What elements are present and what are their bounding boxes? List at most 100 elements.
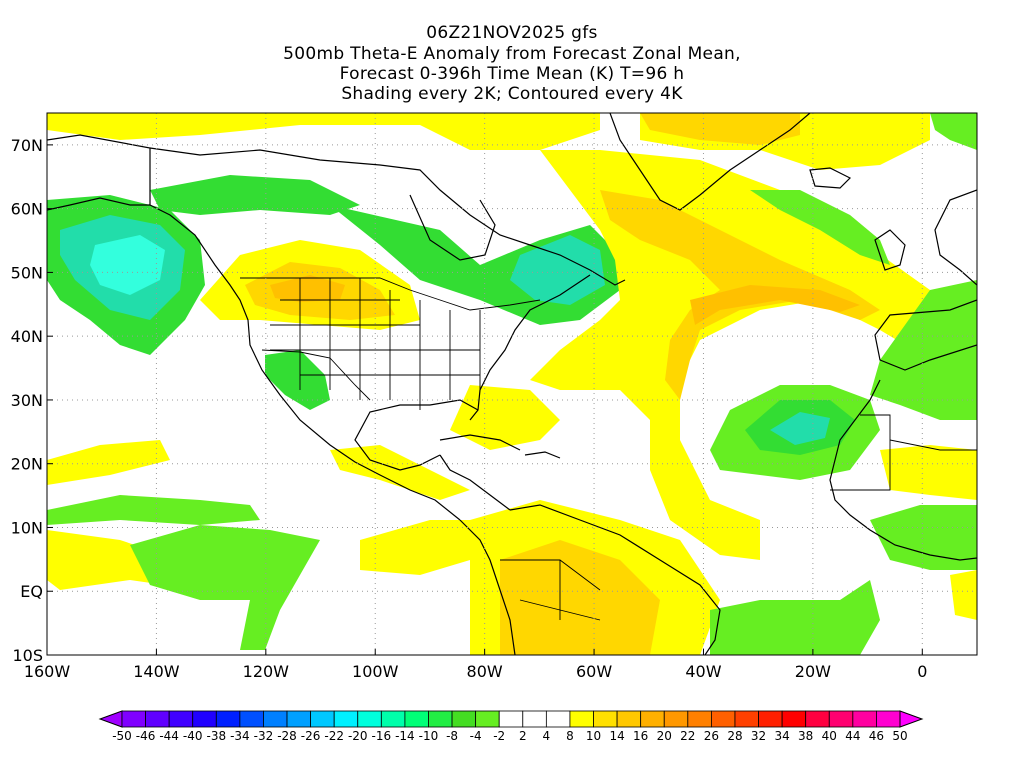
lon-tick-label: 100W (352, 662, 399, 681)
anomaly-shading (47, 113, 977, 655)
colorbar-swatch (121, 710, 146, 728)
colorbar-swatch (876, 710, 901, 728)
shade-pacific-yellow-west (360, 520, 470, 575)
shade-arctic-gold (640, 113, 800, 145)
shade-pacific-green-south (130, 525, 320, 650)
colorbar-swatch (758, 710, 783, 728)
colorbar-swatch (428, 710, 453, 728)
coast-iberia (874, 299, 977, 371)
shade-europe-green (930, 113, 977, 150)
coast-europe (934, 189, 977, 286)
shade-atlantic-yellow (530, 150, 930, 560)
coast-arctic-canada (149, 147, 626, 286)
colorbar-label: -46 (136, 729, 156, 743)
border-us-states-2 (270, 349, 480, 376)
lat-tick-label: 70N (11, 136, 43, 155)
colorbar-swatch (828, 710, 854, 728)
lon-tick-label: 40W (685, 662, 721, 681)
colorbar: -50 -46 -44 -40 -38 -34 -32 -28 -26 -22 -20 -16 -14-… (98, 710, 924, 743)
colorbar-swatch (687, 710, 712, 728)
colorbar-label: -20 (348, 729, 368, 743)
lon-tick-label: 160W (24, 662, 71, 681)
title-line-3: Forecast 0-396h Time Mean (K) T=96 h (339, 64, 685, 84)
shade-canada-teal (510, 235, 605, 305)
latitude-axis: 70N 60N 50N 40N 30N 20N 10N EQ 10S (11, 136, 53, 665)
colorbar-swatch (215, 710, 241, 728)
shade-caribbean-yellow (330, 445, 470, 500)
border-samerica (500, 559, 601, 621)
lon-tick-label: 80W (467, 662, 503, 681)
colorbar-label: 38 (798, 729, 813, 743)
shade-canada-green-west (150, 175, 360, 215)
shade-arctic-yellow (47, 113, 600, 150)
colorbar-label: -14 (395, 729, 415, 743)
colorbar-swatch (168, 710, 194, 728)
political-borders (149, 148, 977, 621)
colorbar-label: 46 (869, 729, 884, 743)
colorbar-swatch (192, 710, 217, 728)
coast-alaska-south (47, 197, 150, 211)
colorbar-swatch (451, 710, 477, 728)
colorbar-label: 20 (657, 729, 672, 743)
shade-greenland-green (750, 190, 890, 265)
shade-iberia-green (870, 280, 977, 420)
colorbar-swatch (286, 710, 312, 728)
coast-us-east (469, 274, 591, 421)
shade-africa-yellow (880, 445, 977, 500)
colorbar-swatch (522, 710, 547, 728)
colorbar-swatch (404, 710, 429, 728)
colorbar-swatch (710, 710, 736, 728)
plot-frame (46, 112, 978, 656)
coast-gulf (354, 399, 479, 471)
border-africa-1 (830, 414, 977, 491)
colorbar-label: -8 (446, 729, 458, 743)
lon-tick-label: 60W (576, 662, 612, 681)
colorbar-label: 34 (774, 729, 789, 743)
colorbar-swatch (380, 710, 406, 728)
colorbar-swatch (616, 710, 642, 728)
shade-samerica-gold (500, 540, 660, 655)
title-line-4: Shading every 2K; Contoured every 4K (341, 84, 683, 104)
colorbar-swatch (805, 710, 830, 728)
colorbar-label: -28 (277, 729, 297, 743)
coast-iceland (809, 167, 852, 189)
colorbar-swatch (310, 710, 335, 728)
colorbar-swatch (663, 710, 689, 728)
coast-greenland (609, 113, 811, 211)
shade-subtrop-cyan (770, 412, 830, 445)
lon-tick-label: 120W (243, 662, 290, 681)
colorbar-label: -26 (301, 729, 321, 743)
coast-cuba (439, 434, 521, 451)
coastlines (47, 113, 977, 655)
colorbar-swatch (640, 710, 665, 728)
shade-pacific-yellow-20n (47, 440, 170, 485)
colorbar-swatch (545, 710, 571, 728)
title-line-2: 500mb Theta-E Anomaly from Forecast Zona… (283, 44, 741, 64)
colorbar-label: 28 (727, 729, 742, 743)
colorbar-label: -4 (470, 729, 482, 743)
colorbar-label: 50 (892, 729, 907, 743)
coast-central-america (439, 454, 511, 511)
colorbar-swatch (333, 710, 359, 728)
coast-south-america (459, 519, 516, 655)
coast-hudson-bay (409, 194, 496, 261)
shade-plains-orange (270, 275, 345, 302)
lon-tick-label: 140W (133, 662, 180, 681)
colorbar-swatch (145, 710, 170, 728)
colorbar-swatch (357, 710, 382, 728)
shade-west-atl-yellow (450, 385, 560, 450)
shade-mexico-green (265, 350, 330, 410)
colorbar-swatch (734, 710, 759, 728)
lat-tick-label: 50N (11, 263, 43, 282)
colorbar-swatch (498, 710, 524, 728)
colorbar-label: -2 (493, 729, 505, 743)
colorbar-label: -38 (206, 729, 226, 743)
shade-alaska-cyan (90, 235, 165, 295)
colorbar-min-arrow (98, 710, 123, 728)
colorbar-swatch (239, 710, 264, 728)
colorbar-label: 40 (822, 729, 837, 743)
colorbar-label: 32 (751, 729, 766, 743)
lon-tick-label: 0 (917, 662, 927, 681)
colorbar-label: -22 (324, 729, 344, 743)
